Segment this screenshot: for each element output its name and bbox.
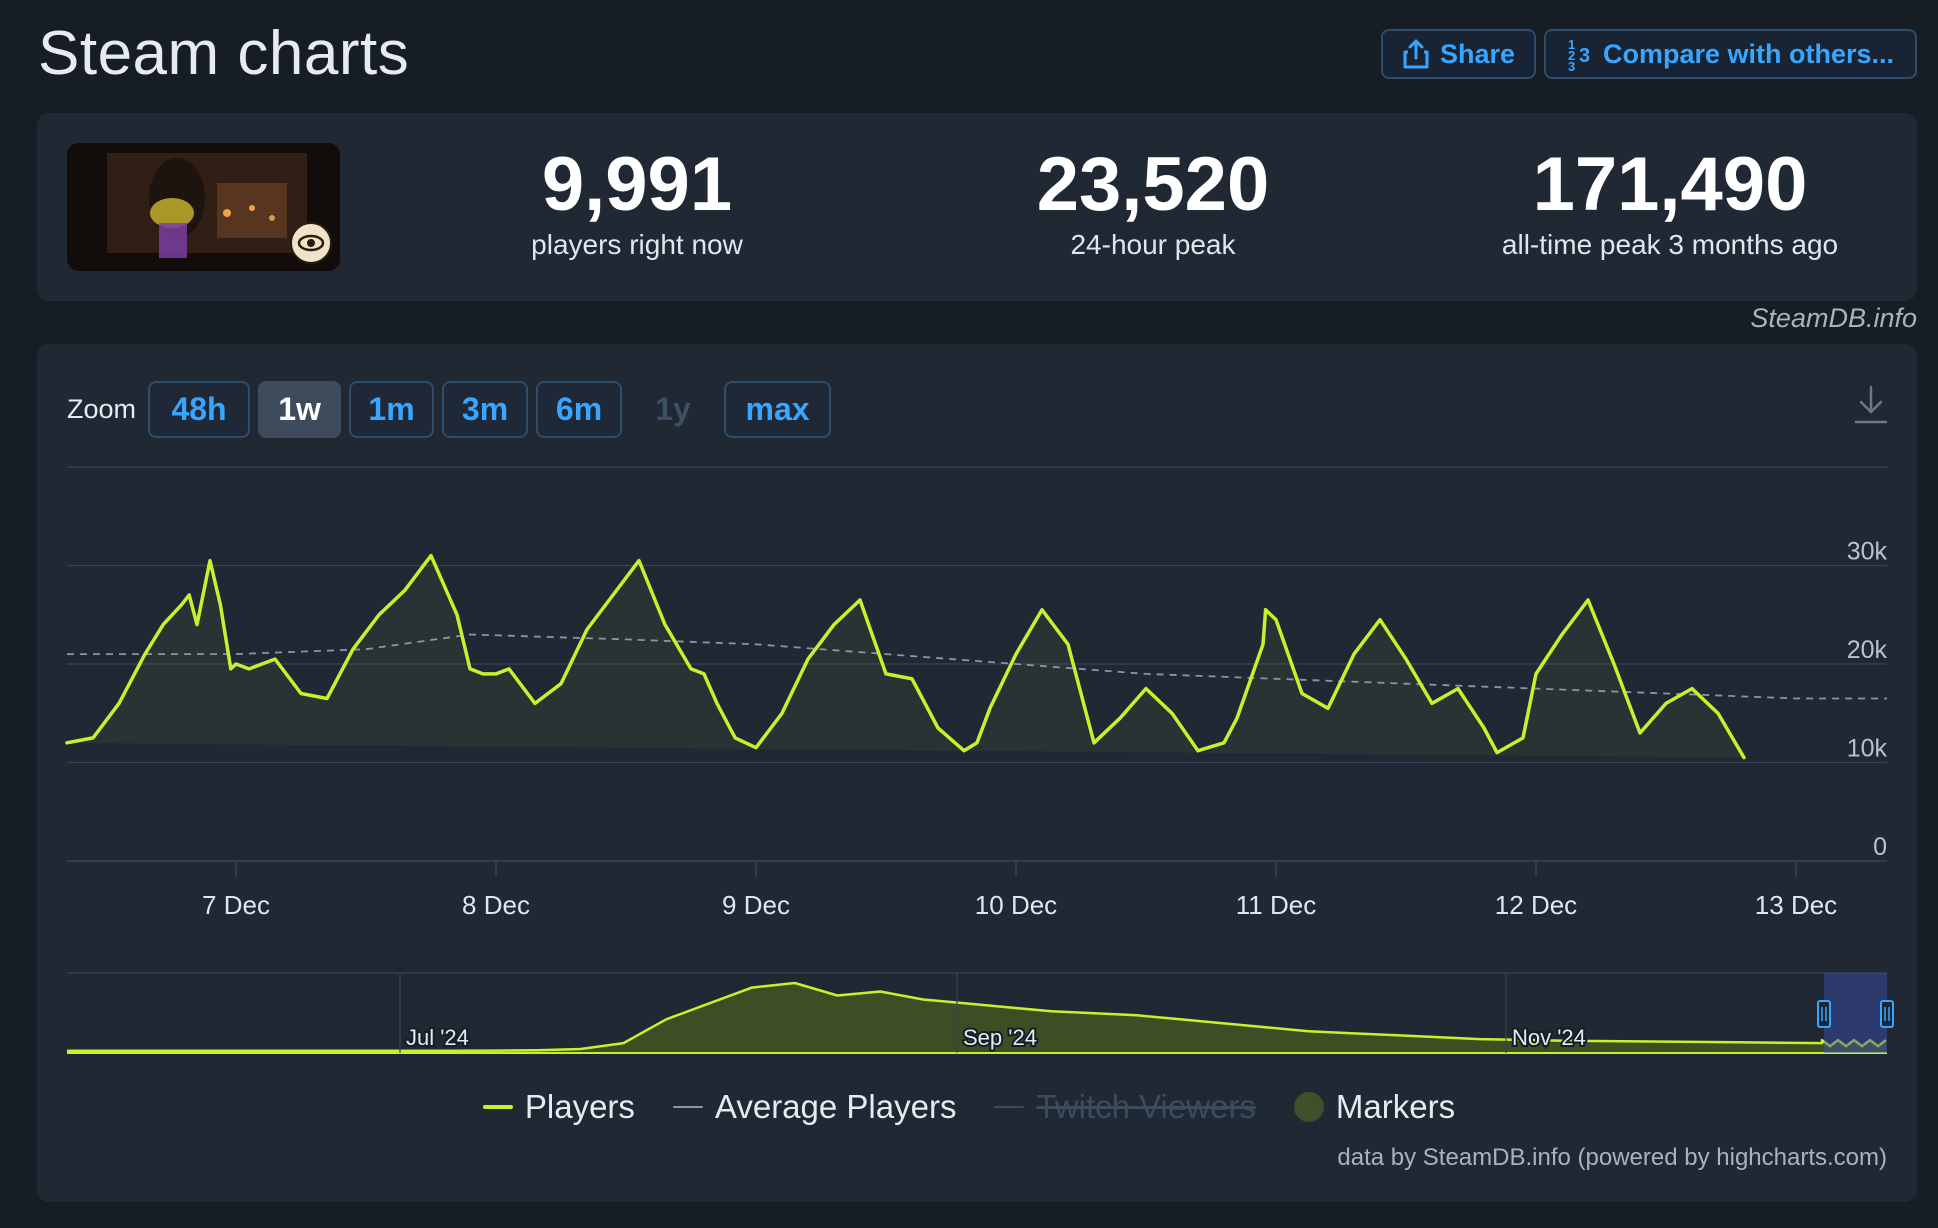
stat-label: 24-hour peak	[1070, 229, 1236, 260]
thumbnail-art	[67, 143, 340, 271]
stat-value: 171,490	[1532, 142, 1808, 227]
stat-all-time-peak: 171,490 all-time peak 3 months ago	[1460, 143, 1880, 261]
zoom-button-1w[interactable]: 1w	[258, 381, 342, 438]
players-area	[67, 555, 1744, 758]
legend-label: Average Players	[714, 1088, 957, 1125]
zoom-button-6m[interactable]: 6m	[536, 381, 623, 438]
legend-swatch	[994, 1106, 1025, 1108]
navigator-line	[67, 981, 1887, 1053]
zoom-controls: Zoom 48h 1w 1m 3m 6m 1y max	[67, 381, 839, 438]
zoom-button-label: 1y	[655, 391, 691, 427]
share-button[interactable]: Share	[1381, 29, 1536, 79]
svg-text:1: 1	[1568, 37, 1575, 52]
navigator-tick-label: Sep '24	[963, 1025, 1037, 1050]
eye-badge-icon	[290, 222, 332, 264]
share-label: Share	[1439, 38, 1516, 69]
y-tick-label: 10k	[1847, 735, 1888, 763]
zoom-button-1m[interactable]: 1m	[349, 381, 435, 438]
compare-button[interactable]: 1 2 3 3 Compare with others...	[1544, 29, 1917, 79]
compare-icon: 1 2 3 3	[1568, 37, 1590, 71]
zoom-label: Zoom	[67, 394, 137, 424]
legend-item-twitch-viewers[interactable]: Twitch Viewers	[994, 1088, 1256, 1126]
navigator-tick-label: Jul '24	[406, 1025, 469, 1050]
x-tick-label: 10 Dec	[975, 890, 1057, 920]
share-icon	[1403, 39, 1429, 69]
x-tick-label: 7 Dec	[202, 890, 270, 920]
legend-label: Twitch Viewers	[1036, 1088, 1256, 1125]
handle-body	[1880, 1000, 1894, 1028]
zoom-button-label: 48h	[171, 391, 227, 427]
navigator-left-handle[interactable]	[1817, 1000, 1831, 1028]
zoom-button-1y: 1y	[630, 381, 716, 438]
chart-legend: Players Average Players Twitch Viewers M…	[0, 1088, 1938, 1126]
x-tick-label: 8 Dec	[462, 890, 530, 920]
zoom-button-max[interactable]: max	[724, 381, 832, 438]
legend-item-players[interactable]: Players	[482, 1088, 635, 1126]
players-line	[65, 553, 1746, 760]
chart-panel: Zoom 48h 1w 1m 3m 6m 1y max	[37, 344, 1917, 1202]
svg-text:3: 3	[1568, 59, 1575, 71]
legend-item-markers[interactable]: Markers	[1293, 1088, 1456, 1126]
navigator-range-window	[1824, 973, 1887, 1053]
game-thumbnail[interactable]	[67, 143, 340, 271]
zoom-button-48h[interactable]: 48h	[148, 381, 251, 438]
steamdb-credit[interactable]: SteamDB.info	[1750, 303, 1917, 333]
legend-label: Markers	[1335, 1088, 1456, 1125]
legend-item-average-players[interactable]: Average Players	[672, 1088, 957, 1126]
navigator-tick-label: Nov '24	[1512, 1025, 1586, 1050]
zoom-button-label: 1w	[278, 391, 321, 427]
highcharts-credit[interactable]: data by SteamDB.info (powered by highcha…	[1337, 1144, 1887, 1171]
zoom-button-label: 6m	[555, 391, 603, 427]
legend-swatch	[672, 1106, 703, 1108]
y-tick-label: 30k	[1847, 538, 1888, 566]
compare-label: Compare with others...	[1602, 38, 1895, 69]
legend-swatch	[482, 1105, 513, 1109]
x-tick-label: 13 Dec	[1755, 890, 1837, 920]
stat-24h-peak: 23,520 24-hour peak	[943, 143, 1363, 261]
download-icon[interactable]	[1853, 384, 1889, 426]
zoom-button-3m[interactable]: 3m	[442, 381, 529, 438]
handle-body	[1817, 1000, 1831, 1028]
average-players-line	[67, 633, 1887, 700]
svg-text:3: 3	[1579, 45, 1590, 67]
stat-value: 23,520	[1036, 142, 1270, 227]
x-tick-label: 11 Dec	[1236, 890, 1316, 920]
stat-label: all-time peak 3 months ago	[1501, 229, 1839, 260]
x-tick-label: 12 Dec	[1495, 890, 1577, 920]
y-tick-label: 0	[1873, 833, 1887, 861]
page-title: Steam charts	[38, 19, 410, 88]
x-tick-label: 9 Dec	[722, 890, 790, 920]
navigator-area	[67, 983, 1887, 1053]
legend-label: Players	[524, 1088, 635, 1125]
legend-swatch	[1293, 1092, 1324, 1122]
stat-label: players right now	[531, 229, 743, 260]
svg-text:2: 2	[1568, 48, 1575, 63]
zoom-button-label: max	[745, 391, 810, 427]
zoom-button-label: 3m	[461, 391, 509, 427]
stat-value: 9,991	[541, 142, 733, 227]
y-tick-label: 20k	[1847, 636, 1888, 664]
zoom-button-label: 1m	[368, 391, 415, 427]
stat-players-now: 9,991 players right now	[427, 143, 847, 261]
navigator-right-handle[interactable]	[1880, 1000, 1894, 1028]
stats-panel: 9,991 players right now 23,520 24-hour p…	[37, 113, 1917, 301]
